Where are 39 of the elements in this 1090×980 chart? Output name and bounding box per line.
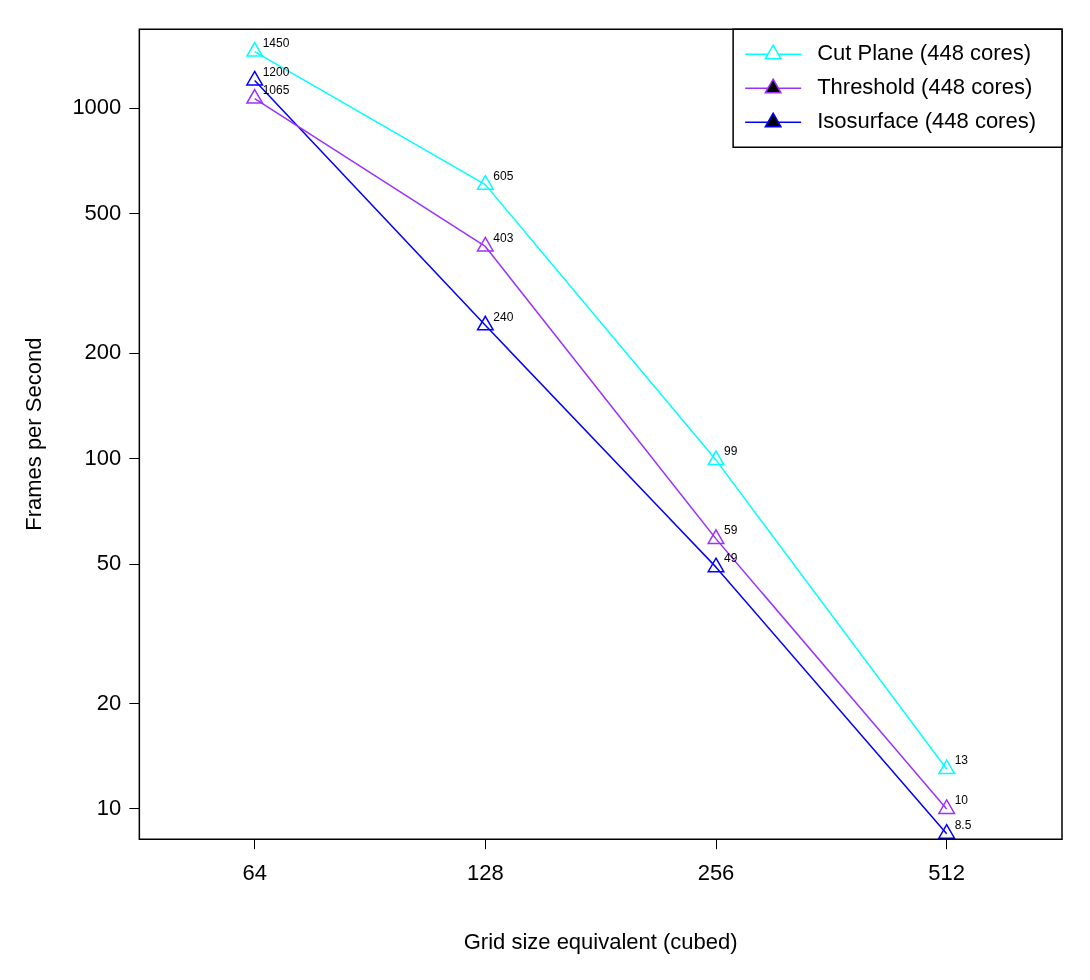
data-label: 10 [954,793,969,808]
point [246,70,264,86]
data-label: 1065 [262,82,290,97]
y-tick-label: 200 [84,339,122,365]
y-tick-label: 20 [96,689,122,715]
point [476,174,494,190]
point [938,799,956,815]
y-tick-label: 1000 [72,94,122,120]
data-label: 59 [724,523,738,538]
legend-label: Threshold (448 cores) [817,74,1033,100]
x-tick-label: 128 [466,860,504,886]
y-axis-title: Frames per Second [21,337,47,531]
point [246,41,264,57]
point [246,88,264,104]
legend-label: Isosurface (448 cores) [817,108,1036,134]
point [707,529,725,545]
point [476,236,494,252]
point [938,823,956,839]
x-axis-title: Grid size equivalent (cubed) [463,928,738,954]
data-label: 8.5 [954,818,972,833]
x-tick-label: 256 [697,860,735,886]
y-tick-label: 100 [84,444,122,470]
data-label: 13 [954,753,969,768]
legend-label: Cut Plane (448 cores) [817,40,1032,66]
data-label: 1450 [262,35,290,50]
y-tick-label: 10 [96,795,122,821]
y-tick-label: 50 [96,550,122,576]
point [707,450,725,466]
data-label: 605 [493,168,514,183]
point [476,315,494,331]
data-label: 99 [724,444,738,459]
point [707,557,725,573]
x-tick-label: 64 [242,860,267,886]
point [938,759,956,775]
data-label: 403 [493,230,514,245]
data-label: 240 [493,309,514,324]
y-tick-label: 500 [84,199,122,225]
data-label: 1200 [262,64,290,79]
x-tick-label: 512 [928,860,966,886]
